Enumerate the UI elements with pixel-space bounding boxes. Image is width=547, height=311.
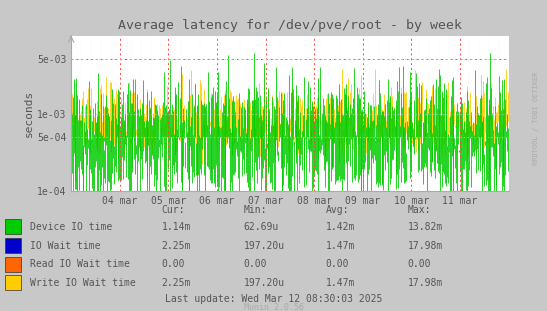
Text: 17.98m: 17.98m	[408, 241, 443, 251]
Text: 0.00: 0.00	[408, 259, 431, 269]
Text: Cur:: Cur:	[161, 205, 185, 215]
Text: 17.98m: 17.98m	[408, 278, 443, 288]
Text: Device IO time: Device IO time	[30, 222, 112, 232]
Text: Write IO Wait time: Write IO Wait time	[30, 278, 136, 288]
Text: 2.25m: 2.25m	[161, 278, 191, 288]
Title: Average latency for /dev/pve/root - by week: Average latency for /dev/pve/root - by w…	[118, 19, 462, 32]
Text: 13.82m: 13.82m	[408, 222, 443, 232]
Text: RRDTOOL / TOBI OETIKER: RRDTOOL / TOBI OETIKER	[533, 72, 539, 165]
Text: Read IO Wait time: Read IO Wait time	[30, 259, 130, 269]
Text: 1.47m: 1.47m	[325, 278, 355, 288]
Text: 1.47m: 1.47m	[325, 241, 355, 251]
Text: 0.00: 0.00	[243, 259, 267, 269]
Text: 2.25m: 2.25m	[161, 241, 191, 251]
Text: Last update: Wed Mar 12 08:30:03 2025: Last update: Wed Mar 12 08:30:03 2025	[165, 294, 382, 304]
Text: 197.20u: 197.20u	[243, 241, 284, 251]
Text: 0.00: 0.00	[161, 259, 185, 269]
Text: Max:: Max:	[408, 205, 431, 215]
Text: Munin 2.0.56: Munin 2.0.56	[243, 303, 304, 311]
Y-axis label: seconds: seconds	[24, 90, 34, 137]
Text: 0.00: 0.00	[325, 259, 349, 269]
Text: Avg:: Avg:	[325, 205, 349, 215]
Text: 197.20u: 197.20u	[243, 278, 284, 288]
Text: IO Wait time: IO Wait time	[30, 241, 101, 251]
Text: 1.14m: 1.14m	[161, 222, 191, 232]
Text: Min:: Min:	[243, 205, 267, 215]
Text: 1.42m: 1.42m	[325, 222, 355, 232]
Text: 62.69u: 62.69u	[243, 222, 278, 232]
